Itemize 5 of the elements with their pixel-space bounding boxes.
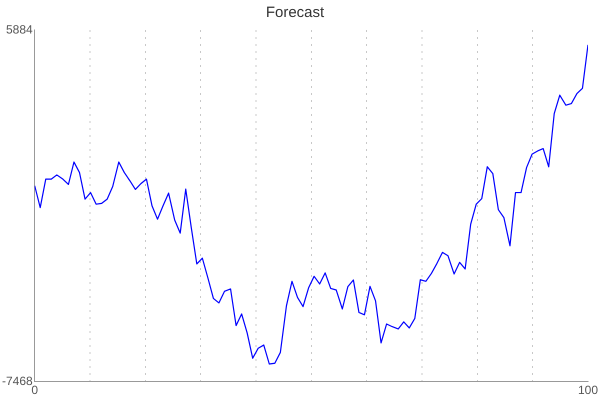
- y-tick-label: 5884: [6, 22, 34, 36]
- y-tick-label: -7468: [2, 374, 34, 388]
- x-tick-label: 0: [31, 383, 38, 398]
- x-tick-label: 100: [578, 383, 598, 398]
- chart-title: Forecast: [266, 4, 326, 22]
